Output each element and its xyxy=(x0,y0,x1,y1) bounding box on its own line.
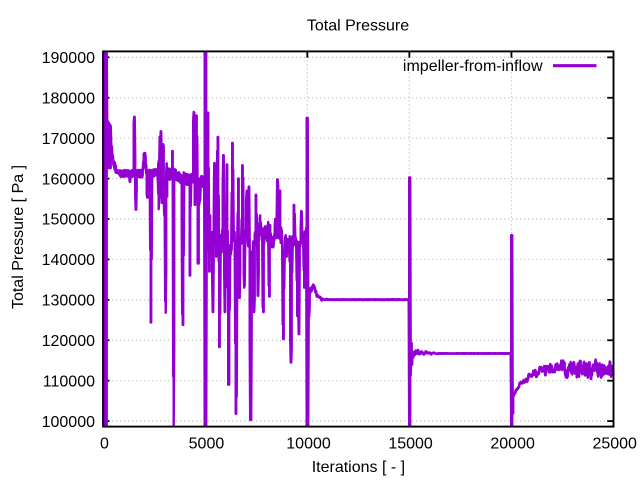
svg-text:180000: 180000 xyxy=(42,90,95,107)
svg-text:140000: 140000 xyxy=(42,252,95,269)
svg-text:impeller-from-inflow: impeller-from-inflow xyxy=(403,58,543,75)
svg-text:0: 0 xyxy=(100,436,109,453)
svg-text:110000: 110000 xyxy=(43,373,95,390)
svg-text:190000: 190000 xyxy=(42,50,95,67)
svg-text:Total Pressure: Total Pressure xyxy=(307,18,409,35)
svg-text:25000: 25000 xyxy=(592,436,637,453)
svg-text:160000: 160000 xyxy=(42,171,95,188)
svg-text:Total Pressure [ Pa ]: Total Pressure [ Pa ] xyxy=(10,165,27,309)
svg-text:170000: 170000 xyxy=(42,131,95,148)
svg-text:5000: 5000 xyxy=(189,436,225,453)
svg-text:150000: 150000 xyxy=(42,212,95,229)
svg-text:15000: 15000 xyxy=(388,436,433,453)
svg-text:130000: 130000 xyxy=(42,293,95,310)
svg-text:10000: 10000 xyxy=(286,436,331,453)
svg-text:Iterations [ - ]: Iterations [ - ] xyxy=(312,459,405,476)
svg-text:100000: 100000 xyxy=(42,414,95,431)
svg-text:20000: 20000 xyxy=(490,436,535,453)
svg-text:120000: 120000 xyxy=(42,333,95,350)
